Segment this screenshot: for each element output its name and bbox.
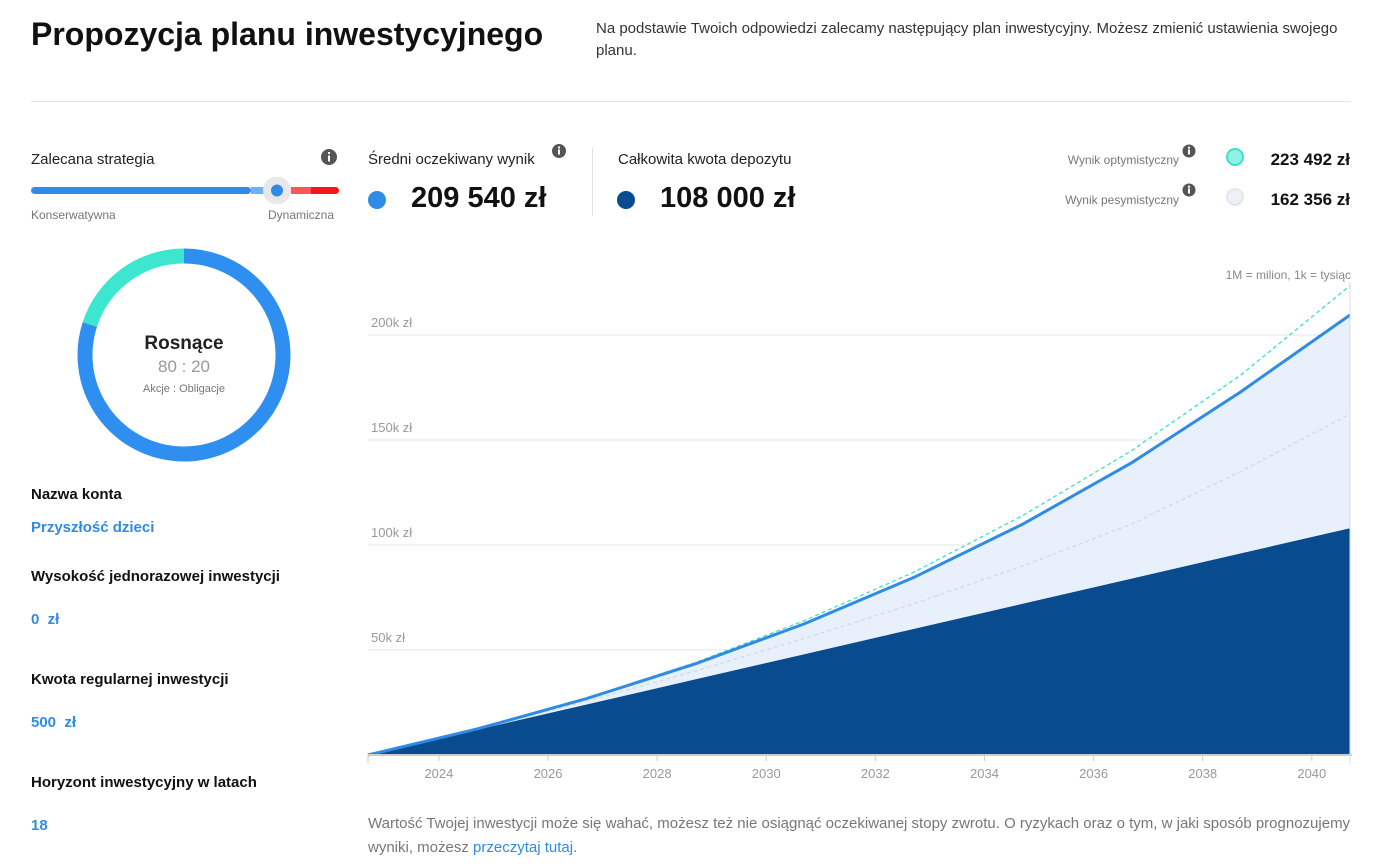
donut-segment (77, 248, 291, 462)
donut-title: Rosnące (144, 333, 223, 354)
x-tick-label: 2026 (534, 766, 563, 781)
x-tick-label: 2040 (1297, 766, 1326, 781)
info-icon[interactable] (551, 143, 567, 159)
y-tick-label: 200k zł (371, 315, 412, 330)
x-tick-label: 2038 (1188, 766, 1217, 781)
legend-dot (368, 191, 386, 209)
pessimistic-value: 162 356 zł (1270, 190, 1350, 209)
x-tick-label: 2032 (861, 766, 890, 781)
disclaimer: Wartość Twojej inwestycji może się wahać… (368, 812, 1358, 860)
description: Na podstawie Twoich odpowiedzi zalecamy … (596, 20, 1338, 59)
x-tick-label: 2030 (752, 766, 781, 781)
line (367, 313, 1351, 757)
field-value[interactable]: 500 zł (31, 714, 77, 731)
slider-max-label: Dynamiczna (268, 208, 335, 222)
info-icon[interactable] (1182, 144, 1196, 158)
divider (31, 101, 1351, 102)
field-label: Kwota regularnej inwestycji (31, 671, 229, 688)
legend-label: Średni oczekiwany wynik (368, 151, 535, 168)
mean-value: 209 540 zł (411, 182, 547, 214)
info-icon[interactable] (320, 148, 338, 166)
field-label: Wysokość jednorazowej inwestycji (31, 568, 280, 585)
optimistic-value: 223 492 zł (1270, 150, 1350, 169)
y-tick-label: 100k zł (371, 525, 412, 540)
separator (592, 148, 593, 216)
field-value[interactable]: 0 zł (31, 611, 60, 628)
donut-segment (82, 248, 185, 327)
legend-label: Wynik optymistyczny (1067, 153, 1179, 167)
dashed-line (367, 413, 1351, 756)
field-value[interactable]: 18 (31, 817, 48, 834)
legend-label: Całkowita kwota depozytu (618, 151, 792, 168)
field-label: Nazwa konta (31, 486, 122, 503)
units-note: 1M = milion, 1k = tysiąc (1225, 268, 1351, 282)
allocation-donut: Rosnące 80 : 20 Akcje : Obligacje (77, 248, 291, 462)
deposit-value: 108 000 zł (660, 182, 796, 214)
y-tick-label: 150k zł (371, 420, 412, 435)
info-icon[interactable] (1182, 183, 1196, 197)
donut-subtitle: Akcje : Obligacje (143, 383, 225, 395)
disclaimer-text: Wartość Twojej inwestycji może się wahać… (368, 815, 1351, 856)
legend-label: Wynik pesymistyczny (1065, 193, 1179, 207)
chart: 50k zł 100k zł 150k zł 200k zł 2024 2026 2028 2… (367, 282, 1352, 781)
field-value[interactable]: Przyszłość dzieci (31, 519, 155, 536)
legend-dot (1226, 188, 1244, 206)
page-title: Propozycja planu inwestycyjnego (31, 16, 544, 52)
y-tick-label: 50k zł (371, 630, 405, 645)
read-more-link[interactable]: przeczytaj tutaj (473, 839, 574, 856)
strategy-slider[interactable] (29, 176, 341, 206)
legend-dot (1226, 148, 1244, 166)
slider-min-label: Konserwatywna (31, 208, 116, 222)
strategy-label: Zalecana strategia (31, 151, 155, 168)
x-tick-label: 2036 (1079, 766, 1108, 781)
disclaimer-text: . (573, 839, 578, 856)
field-label: Horyzont inwestycyjny w latach (31, 774, 257, 791)
x-tick-label: 2024 (424, 766, 453, 781)
x-tick-label: 2034 (970, 766, 999, 781)
donut-ratio: 80 : 20 (158, 357, 210, 376)
legend-dot (617, 191, 635, 209)
x-tick-label: 2028 (643, 766, 672, 781)
